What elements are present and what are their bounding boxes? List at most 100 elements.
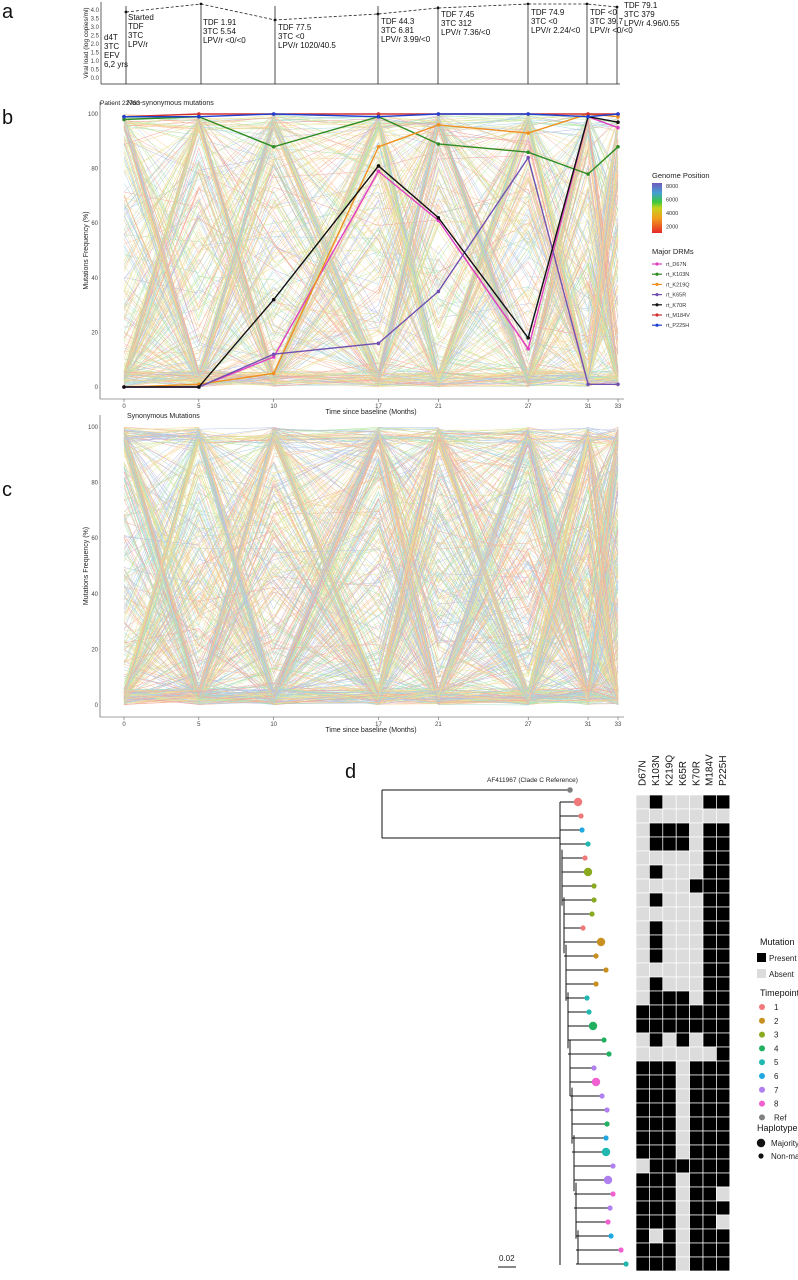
heatmap-cell [702, 1102, 717, 1118]
panel-a-annotation-line: TDF 74.9 [531, 8, 565, 17]
background-mutation-line [123, 432, 619, 698]
background-mutation-line [123, 117, 619, 374]
background-mutation-line [123, 444, 619, 705]
heatmap-cell [649, 920, 664, 936]
background-mutation-line [123, 114, 619, 386]
background-mutation-line [123, 441, 619, 704]
background-mutation-line [123, 121, 619, 387]
legend-timepoint-label: 1 [774, 1003, 779, 1012]
panel-a-viral-load-point [376, 12, 380, 16]
background-mutation-line [123, 121, 619, 383]
background-mutation-line [123, 113, 619, 387]
heatmap-cell [716, 1088, 731, 1104]
panel-a-annotation-line: TDF 44.3 [381, 17, 415, 26]
heatmap-cell [702, 976, 717, 992]
heatmap-cell [662, 1032, 677, 1048]
background-mutation-line [123, 200, 619, 387]
legend-timepoint-label: 8 [774, 1100, 779, 1109]
heatmap-cell [635, 990, 650, 1006]
background-mutation-line [123, 116, 619, 388]
background-mutation-line [123, 431, 619, 702]
heatmap-cell [675, 1116, 690, 1132]
background-mutation-line [123, 124, 619, 382]
heatmap-cell [689, 808, 704, 824]
heatmap-cell [635, 1172, 650, 1188]
heatmap-cell [716, 1200, 731, 1216]
background-mutation-line [123, 441, 619, 705]
background-mutation-line [123, 128, 619, 386]
heatmap-cell [649, 794, 664, 810]
background-mutation-line [123, 437, 619, 702]
heatmap-cell [689, 920, 704, 936]
heatmap-cell [662, 1074, 677, 1090]
background-mutation-line [123, 439, 619, 705]
background-mutation-line [123, 427, 619, 703]
panel-a-viral-load-point [124, 10, 128, 14]
background-mutation-line [123, 479, 619, 705]
background-mutation-line [123, 433, 619, 693]
background-mutation-line [123, 435, 619, 698]
heatmap-cell [675, 1144, 690, 1160]
background-mutation-line [123, 119, 619, 382]
background-mutation-line [123, 440, 619, 704]
panel-a-annotation-line: LPV/r 3.99/<0 [381, 35, 431, 44]
tree-tip-point [591, 897, 597, 903]
background-mutation-line [123, 440, 619, 702]
tree-tip-point [603, 1135, 609, 1141]
background-mutation-line [123, 427, 619, 702]
heatmap-cell [702, 1256, 717, 1272]
background-mutation-line [123, 466, 619, 705]
heatmap-cell [702, 808, 717, 824]
heatmap-cell [689, 892, 704, 908]
heatmap-cell [662, 1214, 677, 1230]
background-mutation-line [123, 429, 619, 705]
legend-drm-label: rt_K103N [666, 272, 689, 278]
background-mutation-line [123, 118, 619, 388]
background-mutation-line [123, 436, 619, 704]
background-mutation-line [123, 469, 619, 704]
background-mutation-line [123, 141, 619, 382]
tree-tip-point [610, 1163, 616, 1169]
background-mutation-line [123, 435, 619, 689]
series-point-rt_P225H [526, 112, 530, 116]
background-mutation-line [123, 445, 619, 702]
background-mutation-line [123, 429, 619, 699]
background-mutation-line [123, 115, 619, 371]
panel-a-annotation-line: LPV/r 4.96/0.55 [624, 19, 680, 28]
background-mutation-line [123, 436, 619, 701]
y-tick-label: 80 [91, 481, 98, 487]
background-mutation-line [123, 122, 619, 387]
heatmap-cell [635, 1228, 650, 1244]
background-mutation-line [123, 430, 619, 703]
background-mutation-line [123, 433, 619, 698]
heatmap-cell [689, 836, 704, 852]
background-mutation-line [123, 115, 619, 375]
background-mutation-line [123, 430, 619, 705]
heatmap-cell [702, 948, 717, 964]
heatmap-cell [689, 1130, 704, 1146]
background-mutation-line [123, 432, 619, 705]
series-point-rt_K103N [436, 142, 441, 146]
background-mutation-line [123, 434, 619, 703]
heatmap-cell [716, 1004, 731, 1020]
heatmap-cell [675, 822, 690, 838]
background-mutation-line [123, 442, 619, 702]
heatmap-cell [635, 892, 650, 908]
background-mutation-line [123, 127, 619, 386]
series-point-rt_K70R [376, 164, 381, 168]
heatmap-cell [649, 1004, 664, 1020]
background-mutation-line [123, 430, 619, 694]
background-mutation-line [123, 119, 619, 384]
heatmap-cell [662, 864, 677, 880]
background-mutation-line [123, 435, 619, 694]
background-mutation-line [123, 119, 619, 377]
heatmap-cell [649, 1228, 664, 1244]
background-mutation-line [123, 431, 619, 703]
background-mutation-line [123, 428, 619, 703]
background-mutation-line [123, 489, 619, 704]
background-mutation-line [123, 552, 619, 706]
background-mutation-line [123, 427, 619, 705]
heatmap-cell [689, 1074, 704, 1090]
legend-nonmajority-dot [758, 1153, 764, 1159]
background-mutation-line [123, 435, 619, 704]
